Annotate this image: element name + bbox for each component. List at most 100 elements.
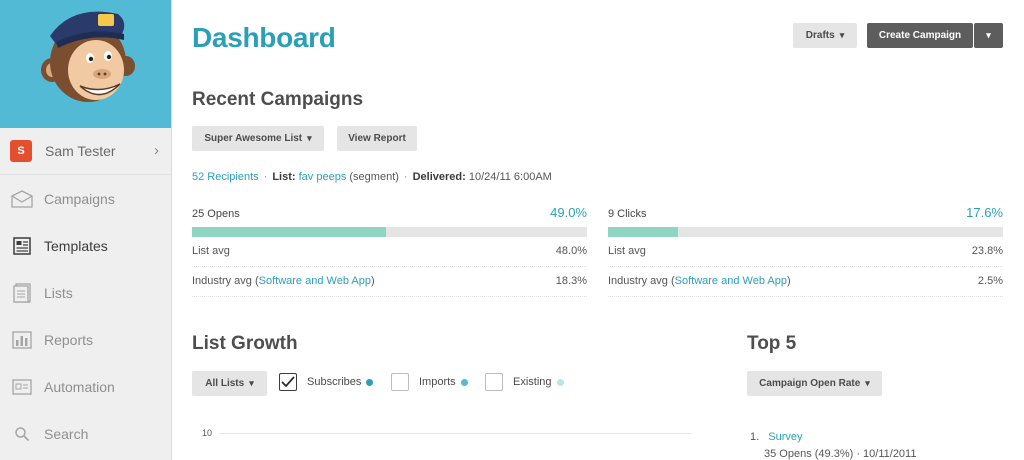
sidebar-item-label: Lists <box>44 284 73 301</box>
page-title: Dashboard <box>192 22 336 53</box>
chevron-down-icon: ▾ <box>307 133 312 143</box>
subscribes-checkbox[interactable] <box>279 373 297 391</box>
opens-percent: 49.0% <box>550 205 587 220</box>
sidebar-item-campaigns[interactable]: Campaigns <box>0 175 171 222</box>
industry-avg-value: 2.5% <box>977 275 1003 287</box>
view-report-label: View Report <box>348 133 406 144</box>
imports-label: Imports <box>419 376 456 388</box>
list-suffix: (segment) <box>349 171 399 183</box>
checkmark-icon <box>281 376 295 388</box>
chevron-down-icon: ▾ <box>865 378 870 388</box>
all-lists-label: All Lists <box>205 378 245 389</box>
industry-close: ) <box>786 275 791 287</box>
opens-list-avg-row: List avg 48.0% <box>192 237 587 267</box>
separator-dot: · <box>403 171 408 183</box>
chart-gridline <box>219 433 691 434</box>
main-content: Dashboard Drafts ▾ Create Campaign ▾ Rece… <box>172 0 1024 460</box>
user-name: Sam Tester <box>45 143 116 159</box>
subscribes-toggle[interactable]: Subscribes <box>279 373 374 391</box>
list-growth-heading: List Growth <box>192 333 298 354</box>
sidebar: S Sam Tester › Campaigns Templates Lists… <box>0 0 172 460</box>
clicks-bar <box>608 227 1003 237</box>
clicks-bar-fill <box>608 227 678 237</box>
imports-checkbox[interactable] <box>391 373 409 391</box>
subscribes-legend-dot <box>366 378 374 386</box>
industry-link[interactable]: Software and Web App <box>258 275 371 287</box>
sidebar-item-label: Search <box>44 425 89 442</box>
list-avg-value: 23.8% <box>971 245 1003 257</box>
view-report-button[interactable]: View Report <box>337 126 417 151</box>
imports-legend-dot <box>460 378 468 386</box>
campaign-list-select[interactable]: Super Awesome List ▾ <box>192 126 324 151</box>
chevron-down-icon: ▾ <box>986 30 991 40</box>
campaign-meta: 52 Recipients · List: fav peeps (segment) ·… <box>192 171 552 183</box>
separator-dot: · <box>263 171 268 183</box>
campaign-list-select-label: Super Awesome List <box>204 133 303 144</box>
list-label: List: <box>272 171 296 183</box>
recent-campaigns-heading: Recent Campaigns <box>192 89 364 110</box>
delivered-label: Delivered: <box>412 171 466 183</box>
opens-stat: 25 Opens 49.0% List avg 48.0% Industry a… <box>192 205 587 297</box>
chart-icon <box>10 328 34 352</box>
sidebar-item-automation[interactable]: Automation <box>0 363 171 410</box>
create-campaign-dropdown[interactable]: ▾ <box>974 23 1003 48</box>
sidebar-item-label: Automation <box>44 378 115 395</box>
chevron-right-icon: › <box>154 142 159 159</box>
industry-link[interactable]: Software and Web App <box>674 275 787 287</box>
sidebar-item-search[interactable]: Search <box>0 410 171 457</box>
industry-avg-label: Industry avg ( <box>192 275 259 287</box>
freddie-logo-icon[interactable] <box>0 0 171 128</box>
list-avg-label: List avg <box>608 245 646 257</box>
top5-item-detail: 35 Opens (49.3%) · 10/11/2011 <box>764 448 917 460</box>
existing-label: Existing <box>513 376 552 388</box>
top5-heading: Top 5 <box>747 333 797 354</box>
opens-industry-avg-row: Industry avg (Software and Web App) 18.3… <box>192 267 587 297</box>
list-name-link[interactable]: fav peeps <box>298 171 347 183</box>
list-avg-value: 48.0% <box>555 245 587 257</box>
industry-close: ) <box>370 275 375 287</box>
clicks-stat: 9 Clicks 17.6% List avg 23.8% Industry a… <box>608 205 1003 297</box>
search-icon <box>10 422 34 446</box>
opens-bar-fill <box>192 227 386 237</box>
logo-area <box>0 0 171 128</box>
clicks-industry-avg-row: Industry avg (Software and Web App) 2.5% <box>608 267 1003 297</box>
envelope-icon <box>10 187 34 211</box>
opens-label: 25 Opens <box>192 208 240 220</box>
top5-item-link[interactable]: Survey <box>768 431 803 443</box>
user-avatar: S <box>10 140 32 162</box>
sidebar-item-reports[interactable]: Reports <box>0 316 171 363</box>
sidebar-item-lists[interactable]: Lists <box>0 269 171 316</box>
clicks-list-avg-row: List avg 23.8% <box>608 237 1003 267</box>
imports-toggle[interactable]: Imports <box>391 373 468 391</box>
top5-item: 1. Survey <box>750 431 803 443</box>
sidebar-item-label: Templates <box>44 237 108 254</box>
automation-icon <box>10 375 34 399</box>
y-axis-tick: 10 <box>202 428 213 438</box>
create-campaign-label: Create Campaign <box>878 30 962 41</box>
existing-legend-dot <box>556 378 564 386</box>
chevron-down-icon: ▾ <box>839 30 845 40</box>
list-icon <box>10 281 34 305</box>
user-menu[interactable]: S Sam Tester › <box>0 128 171 175</box>
top5-metric-select[interactable]: Campaign Open Rate ▾ <box>747 371 882 396</box>
existing-toggle[interactable]: Existing <box>485 373 564 391</box>
drafts-label: Drafts <box>805 30 835 41</box>
clicks-percent: 17.6% <box>966 205 1003 220</box>
all-lists-select[interactable]: All Lists ▾ <box>192 371 267 396</box>
delivered-value: 10/24/11 6:00AM <box>468 171 552 183</box>
create-campaign-button[interactable]: Create Campaign <box>867 23 973 48</box>
opens-bar <box>192 227 587 237</box>
sidebar-item-templates[interactable]: Templates <box>0 222 171 269</box>
subscribes-label: Subscribes <box>307 376 362 388</box>
industry-avg-label: Industry avg ( <box>608 275 675 287</box>
chevron-down-icon: ▾ <box>249 378 254 388</box>
drafts-button[interactable]: Drafts ▾ <box>793 23 857 48</box>
recipients-link[interactable]: 52 Recipients <box>192 171 259 183</box>
list-avg-label: List avg <box>192 245 230 257</box>
top5-item-number: 1. <box>750 431 760 443</box>
template-icon <box>10 234 34 258</box>
sidebar-item-label: Campaigns <box>44 190 115 207</box>
industry-avg-value: 18.3% <box>555 275 587 287</box>
existing-checkbox[interactable] <box>485 373 503 391</box>
sidebar-item-label: Reports <box>44 331 94 348</box>
